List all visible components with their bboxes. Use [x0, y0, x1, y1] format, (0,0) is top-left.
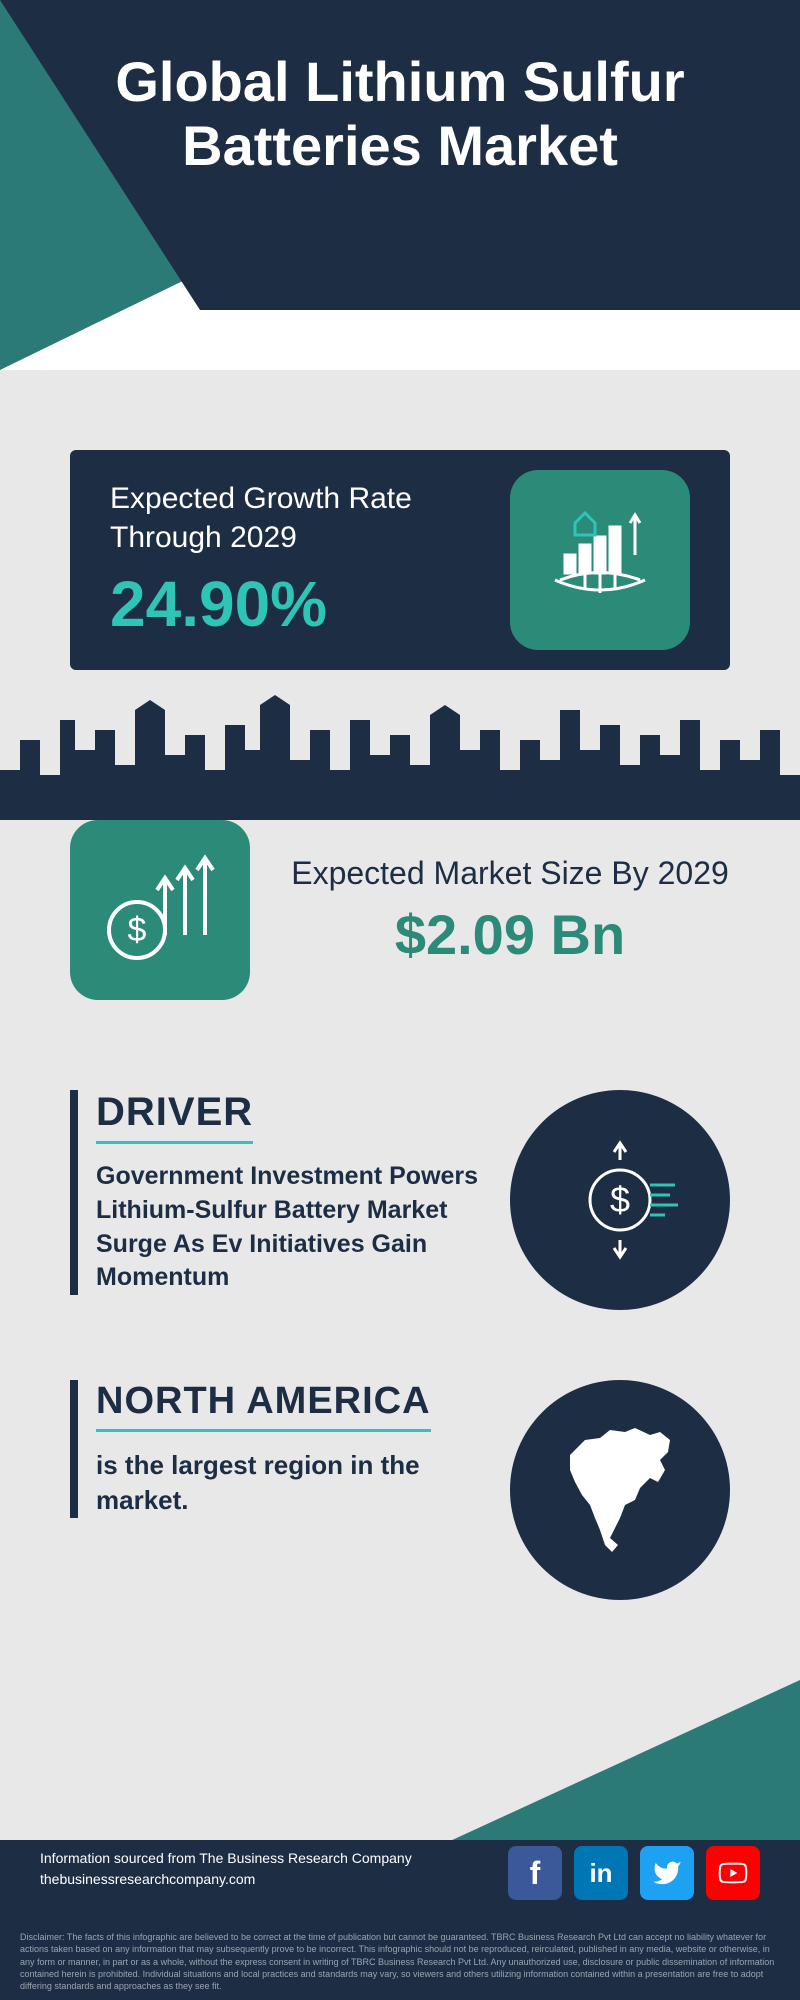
region-icon-circle [510, 1380, 730, 1600]
svg-text:$: $ [610, 1179, 630, 1220]
twitter-icon[interactable] [640, 1846, 694, 1900]
dollar-arrows-up-icon: $ [95, 845, 225, 975]
dollar-cycle-icon: $ [550, 1130, 690, 1270]
north-america-map-icon [540, 1410, 700, 1570]
youtube-icon[interactable] [706, 1846, 760, 1900]
header-section: Global Lithium Sulfur Batteries Market [0, 0, 800, 370]
market-icon-box: $ [70, 820, 250, 1000]
city-skyline-icon [0, 680, 800, 820]
page-title: Global Lithium Sulfur Batteries Market [0, 50, 800, 179]
facebook-icon[interactable]: f [508, 1846, 562, 1900]
growth-chart-globe-icon [535, 495, 665, 625]
region-description: is the largest region in the market. [96, 1448, 480, 1518]
region-panel: NORTH AMERICA is the largest region in t… [70, 1380, 730, 1600]
driver-icon-circle: $ [510, 1090, 730, 1310]
market-value: $2.09 Bn [290, 902, 730, 967]
region-text-block: NORTH AMERICA is the largest region in t… [70, 1380, 480, 1518]
disclaimer-text: Disclaimer: The facts of this infographi… [20, 1931, 780, 1992]
growth-icon-box [510, 470, 690, 650]
driver-description: Government Investment Powers Lithium-Sul… [96, 1160, 480, 1295]
market-label: Expected Market Size By 2029 [290, 853, 730, 895]
driver-title: DRIVER [96, 1090, 253, 1144]
region-title: NORTH AMERICA [96, 1380, 431, 1432]
growth-value: 24.90% [110, 567, 510, 641]
driver-text-block: DRIVER Government Investment Powers Lith… [70, 1090, 480, 1295]
source-line-2: thebusinessresearchcompany.com [40, 1869, 412, 1890]
growth-panel: Expected Growth Rate Through 2029 24.90% [70, 450, 730, 670]
market-size-panel: $ Expected Market Size By 2029 $2.09 Bn [70, 820, 730, 1000]
growth-label: Expected Growth Rate Through 2029 [110, 479, 510, 557]
source-line-1: Information sourced from The Business Re… [40, 1848, 412, 1869]
linkedin-icon[interactable]: in [574, 1846, 628, 1900]
market-text-block: Expected Market Size By 2029 $2.09 Bn [290, 853, 730, 968]
footer-source-info: Information sourced from The Business Re… [40, 1848, 412, 1890]
driver-panel: DRIVER Government Investment Powers Lith… [70, 1090, 730, 1310]
growth-text-block: Expected Growth Rate Through 2029 24.90% [110, 479, 510, 641]
footer-section: Information sourced from The Business Re… [0, 1680, 800, 2000]
svg-text:$: $ [128, 911, 147, 949]
social-icons-row: f in [508, 1846, 760, 1900]
